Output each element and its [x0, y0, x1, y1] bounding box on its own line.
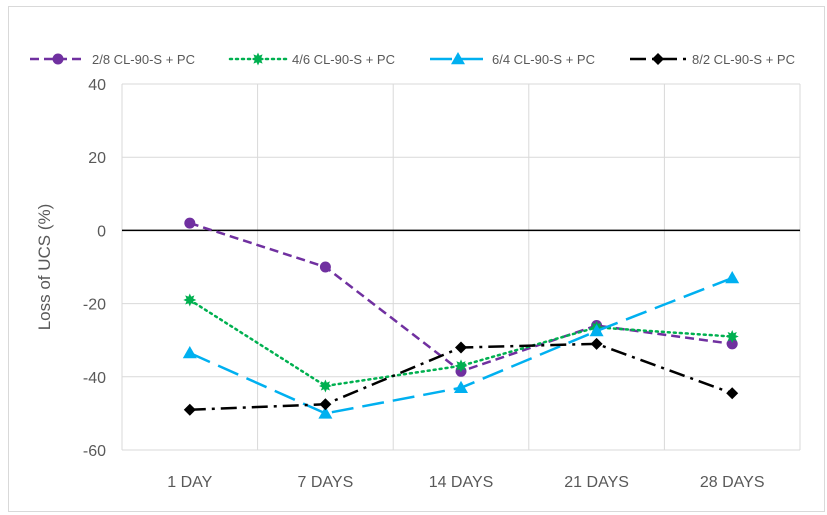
data-point [652, 53, 664, 65]
y-tick-label: -40 [83, 370, 106, 387]
y-tick-label: 0 [97, 223, 106, 240]
x-tick-label: 21 DAYS [564, 474, 629, 491]
grid [121, 83, 801, 451]
data-point [589, 324, 604, 337]
legend-label: 2/8 CL-90-S + PC [92, 52, 195, 67]
x-tick-label: 1 DAY [167, 474, 212, 491]
data-point [451, 52, 465, 65]
series-group [182, 217, 740, 419]
data-point [454, 359, 468, 373]
legend-label: 6/4 CL-90-S + PC [492, 52, 595, 67]
data-point [319, 261, 331, 273]
x-axis-ticks: 1 DAY 7 DAYS 14 DAYS 21 DAYS 28 DAYS [167, 474, 764, 491]
legend-entry: 6/4 CL-90-S + PC [430, 52, 595, 67]
data-point [319, 398, 332, 411]
data-point [726, 387, 739, 400]
series-3 [182, 270, 740, 419]
data-point [52, 53, 64, 65]
y-tick-label: 40 [88, 77, 106, 94]
data-point [454, 380, 468, 394]
chart-frame [8, 6, 825, 512]
data-point [184, 217, 196, 229]
series-4 [183, 337, 739, 416]
data-point [455, 341, 467, 354]
data-point [725, 330, 739, 344]
y-tick-label: -60 [83, 443, 106, 460]
legend-entry: 8/2 CL-90-S + PC [630, 52, 795, 67]
x-tick-label: 14 DAYS [429, 474, 494, 491]
y-tick-label: -20 [83, 297, 106, 314]
legend-entry: 2/8 CL-90-S + PC [30, 52, 195, 67]
legend-entry: 4/6 CL-90-S + PC [228, 52, 395, 67]
x-tick-label: 7 DAYS [298, 474, 354, 491]
data-point [182, 346, 197, 359]
legend: 2/8 CL-90-S + PC 4/6 CL-90-S + PC 6/4 CL-9… [30, 52, 795, 67]
x-tick-label: 28 DAYS [700, 474, 765, 491]
legend-label: 8/2 CL-90-S + PC [692, 52, 795, 67]
data-point [318, 379, 332, 393]
data-point [726, 338, 738, 350]
data-point [725, 270, 740, 284]
y-axis-title: Loss of UCS (%) [35, 204, 54, 331]
y-axis-ticks: 40 20 0 -20 -40 -60 [83, 77, 106, 460]
data-point [318, 406, 333, 419]
legend-label: 4/6 CL-90-S + PC [292, 52, 395, 67]
y-tick-label: 20 [88, 150, 106, 167]
series-line [188, 298, 734, 388]
data-point [183, 403, 196, 416]
data-point [251, 52, 265, 66]
data-point [183, 293, 197, 307]
data-point [590, 337, 603, 350]
